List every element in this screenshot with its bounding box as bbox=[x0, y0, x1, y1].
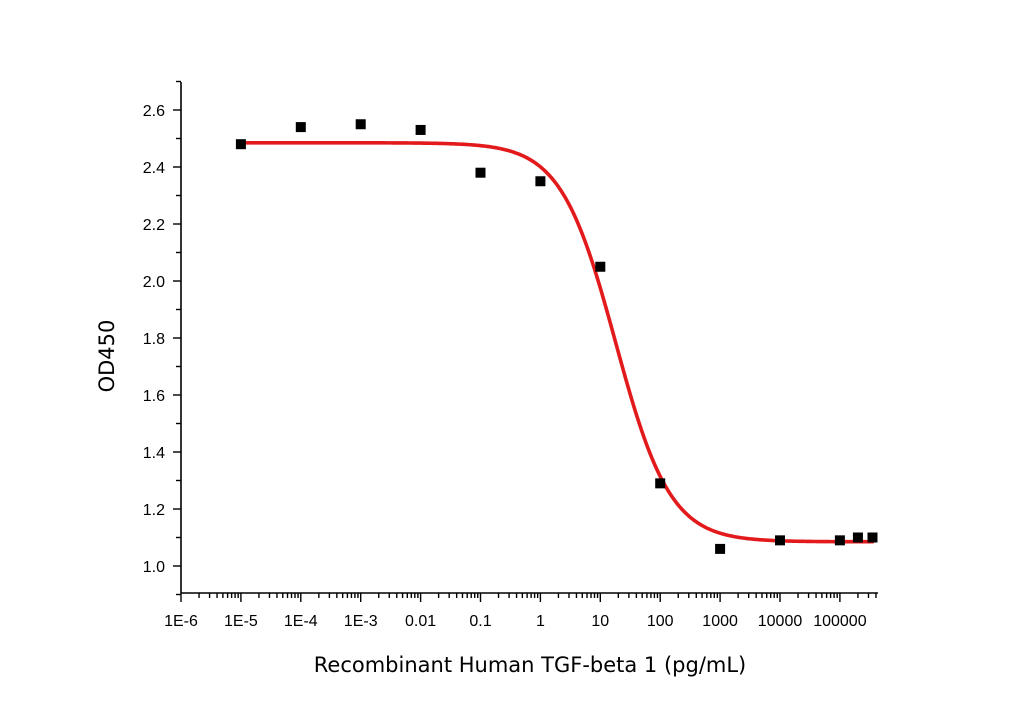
x-tick-label: 0.1 bbox=[469, 613, 491, 630]
data-point bbox=[295, 122, 306, 133]
data-point bbox=[715, 543, 726, 554]
data-point bbox=[535, 176, 546, 187]
y-tick-label: 2.0 bbox=[143, 274, 165, 291]
x-tick-label: 1E-5 bbox=[224, 613, 258, 630]
y-tick-label: 1.4 bbox=[143, 445, 165, 462]
y-tick-label: 1.2 bbox=[143, 502, 165, 519]
x-tick-label: 1E-4 bbox=[284, 613, 318, 630]
data-point bbox=[852, 532, 863, 543]
x-tick-label: 0.01 bbox=[405, 613, 436, 630]
x-tick-label: 1E-3 bbox=[344, 613, 378, 630]
data-point bbox=[415, 124, 426, 135]
data-point bbox=[475, 167, 486, 178]
y-tick-label: 2.6 bbox=[143, 103, 165, 120]
x-tick-label: 1000 bbox=[702, 613, 738, 630]
y-tick-label: 2.2 bbox=[143, 217, 165, 234]
x-tick-label: 1E-6 bbox=[164, 613, 198, 630]
y-tick-label: 1.8 bbox=[143, 331, 165, 348]
x-tick-label: 1 bbox=[536, 613, 545, 630]
y-tick-label: 2.4 bbox=[143, 160, 165, 177]
x-axis-title: Recombinant Human TGF-beta 1 (pg/mL) bbox=[314, 653, 747, 677]
data-point bbox=[775, 535, 785, 546]
y-tick-label: 1.6 bbox=[143, 388, 165, 405]
x-axis-ticks: 1E-6 1E-5 1E-4 1E-3 0.01 0.1 1 10 100 1000 10000 10… bbox=[164, 593, 877, 630]
x-tick-label: 100 bbox=[647, 613, 674, 630]
data-point bbox=[867, 532, 878, 543]
plot-area bbox=[235, 119, 878, 554]
fit-curve bbox=[239, 140, 875, 544]
data-point bbox=[834, 535, 845, 546]
data-point bbox=[235, 139, 246, 150]
data-point bbox=[355, 119, 366, 130]
x-tick-label: 10 bbox=[591, 613, 609, 630]
y-axis-ticks: 1.0 1.2 1.4 1.6 1.8 2.0 2.2 2.4 2.6 bbox=[143, 80, 181, 596]
data-point bbox=[595, 261, 606, 272]
x-tick-label: 100000 bbox=[813, 613, 866, 630]
y-axis-title: OD450 bbox=[95, 320, 119, 393]
data-point bbox=[655, 478, 666, 489]
data-points bbox=[235, 119, 878, 554]
y-tick-label: 1.0 bbox=[143, 559, 165, 576]
x-tick-label: 10000 bbox=[758, 613, 803, 630]
